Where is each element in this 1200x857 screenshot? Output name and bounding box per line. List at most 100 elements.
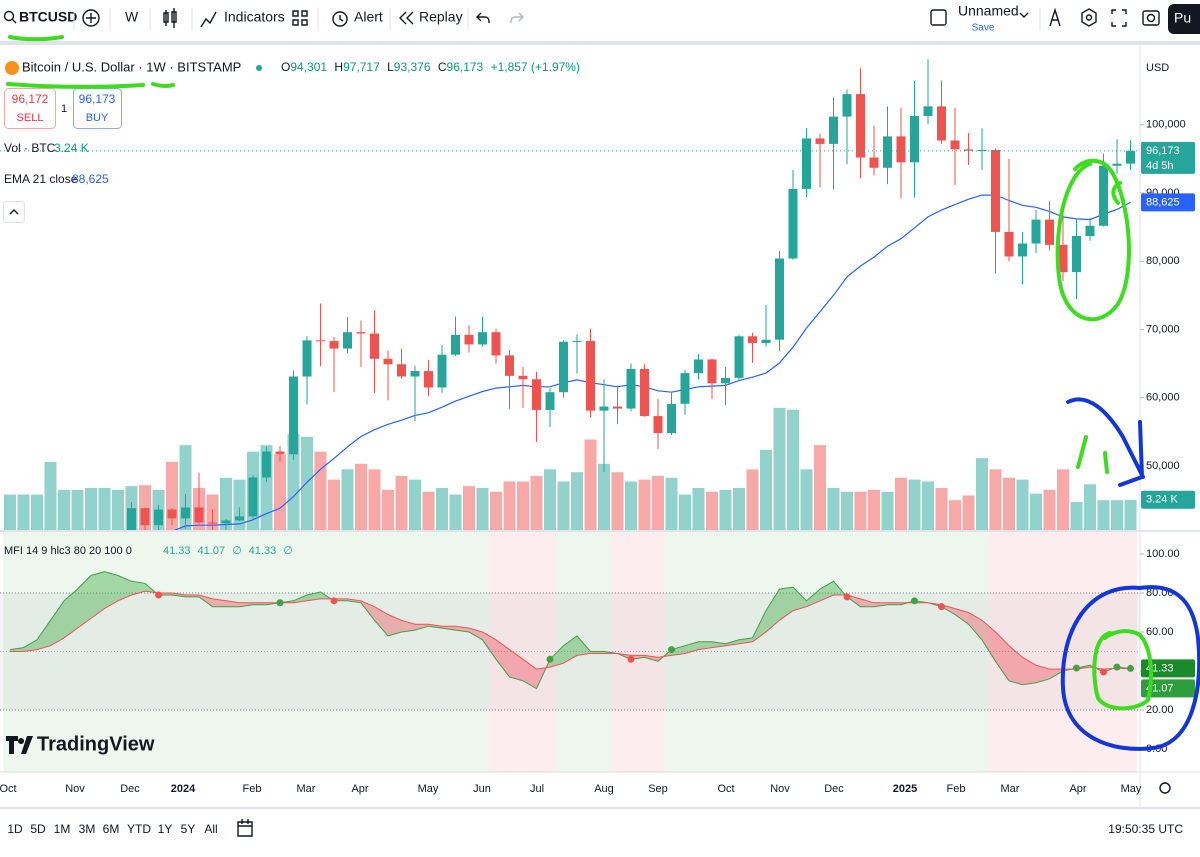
ohlc-label: L — [387, 60, 394, 74]
publish-button[interactable] — [1168, 4, 1200, 34]
candle-body — [1099, 165, 1108, 226]
mfi-background — [853, 532, 868, 772]
undo-button[interactable] — [476, 12, 490, 23]
ema-tag-box — [1141, 193, 1195, 212]
candle-body — [613, 406, 622, 409]
candle-body — [437, 354, 447, 388]
sell-price[interactable]: 96,172 — [12, 92, 49, 106]
interval-button[interactable]: W — [125, 9, 139, 25]
volume-bar — [274, 454, 286, 530]
search-icon — [3, 10, 15, 22]
candle-body — [545, 392, 555, 410]
timeframe-button[interactable]: All — [204, 822, 217, 836]
ema-legend: EMA 21 close — [4, 172, 78, 186]
sell-label[interactable]: SELL — [17, 112, 44, 124]
replay-button[interactable]: Replay — [419, 9, 463, 25]
indicators-button[interactable]: Indicators — [224, 9, 285, 25]
mfi-background — [637, 532, 652, 772]
layout-menu[interactable] — [1019, 12, 1029, 18]
brand-name: TradingView — [37, 733, 155, 755]
mfi-background — [691, 532, 706, 772]
candle-body — [289, 376, 298, 455]
alert-icon — [332, 11, 348, 27]
volume-bar — [625, 481, 637, 530]
volume-bar — [584, 439, 597, 530]
ohlc-value: 97,717 — [343, 60, 380, 74]
volume-bar — [611, 472, 624, 530]
mfi-background — [988, 532, 1003, 772]
currency[interactable]: USD — [1146, 62, 1169, 74]
volume-bar — [665, 477, 678, 530]
candle-body — [370, 333, 379, 359]
volume-bar — [1003, 477, 1015, 530]
candle-body — [815, 138, 825, 144]
quick-search[interactable] — [1049, 7, 1061, 27]
candle-body — [356, 332, 366, 334]
mfi-background — [340, 532, 355, 772]
buy-label[interactable]: BUY — [86, 112, 109, 124]
timeframe-button[interactable]: 5Y — [181, 822, 196, 836]
volume-bar — [1070, 502, 1083, 530]
mfi-background — [1042, 532, 1057, 772]
candle-body — [410, 371, 420, 377]
compare-button[interactable] — [82, 9, 100, 27]
layout-checkbox[interactable] — [930, 9, 947, 26]
mfi-fill — [91, 571, 105, 619]
mfi-background — [97, 532, 112, 772]
settings-button[interactable] — [1081, 8, 1097, 27]
candle-body — [883, 136, 892, 168]
symbol[interactable]: BTCUSD — [19, 9, 77, 25]
redo-button[interactable] — [510, 12, 524, 23]
timeframe-button[interactable]: 1Y — [158, 822, 173, 836]
candle-body — [667, 403, 676, 434]
timeframe-button[interactable]: 3M — [79, 822, 96, 836]
volume-bar — [557, 481, 570, 530]
symbol-search[interactable]: BTCUSD — [3, 9, 78, 25]
save-label[interactable]: Save — [972, 23, 995, 34]
price-pane — [0, 59, 1140, 530]
alert-button[interactable]: Alert — [354, 9, 383, 25]
sell-button[interactable] — [4, 88, 56, 129]
mfi-fill — [226, 600, 240, 607]
chart-type-button[interactable] — [163, 8, 177, 28]
volume-bar — [989, 469, 1002, 530]
buy-price[interactable]: 96,173 — [79, 92, 116, 106]
candle-body — [896, 136, 906, 163]
timeframe-button[interactable]: 1M — [54, 822, 71, 836]
templates-button[interactable] — [292, 10, 308, 26]
volume-bar — [1124, 499, 1137, 530]
candle-body — [842, 94, 852, 117]
timeframe-button[interactable]: YTD — [127, 822, 151, 836]
volume-bar — [490, 491, 502, 530]
timeframe-button[interactable]: 5D — [30, 822, 46, 836]
volume-legend: Vol · BTC — [4, 141, 56, 155]
timeframe-button[interactable]: 6M — [103, 822, 120, 836]
x-tick-label: Oct — [717, 783, 734, 795]
volume-bar — [17, 494, 30, 530]
volume-legend-value: 3.24 K — [54, 141, 89, 155]
x-tick-label: Dec — [824, 783, 844, 795]
candle-body — [262, 451, 271, 478]
settings-icon — [1085, 14, 1093, 21]
candle-body — [640, 369, 649, 417]
snapshot-button[interactable] — [1142, 10, 1160, 26]
axis-settings[interactable] — [1159, 782, 1171, 794]
layout-name[interactable]: Unnamed — [958, 3, 1019, 19]
date-range-button[interactable] — [237, 819, 253, 837]
fullscreen-button[interactable] — [1111, 9, 1127, 27]
collapse-legend[interactable] — [3, 201, 25, 223]
indicators-icon — [200, 11, 217, 28]
candle-body — [343, 332, 352, 349]
mfi-fill — [23, 639, 37, 652]
volume-bar — [652, 475, 664, 530]
mfi-legend-value: 41.33 — [249, 545, 277, 557]
publish-label[interactable]: Pu — [1174, 10, 1191, 26]
mfi-background — [907, 532, 922, 772]
mfi-fill — [793, 587, 807, 611]
mfi-background — [934, 532, 949, 772]
annotation-circle — [1055, 158, 1131, 322]
toolbar-divider — [0, 41, 1200, 45]
volume-bar — [503, 481, 516, 530]
annotation-arrow — [1066, 397, 1145, 487]
timeframe-button[interactable]: 1D — [7, 822, 23, 836]
